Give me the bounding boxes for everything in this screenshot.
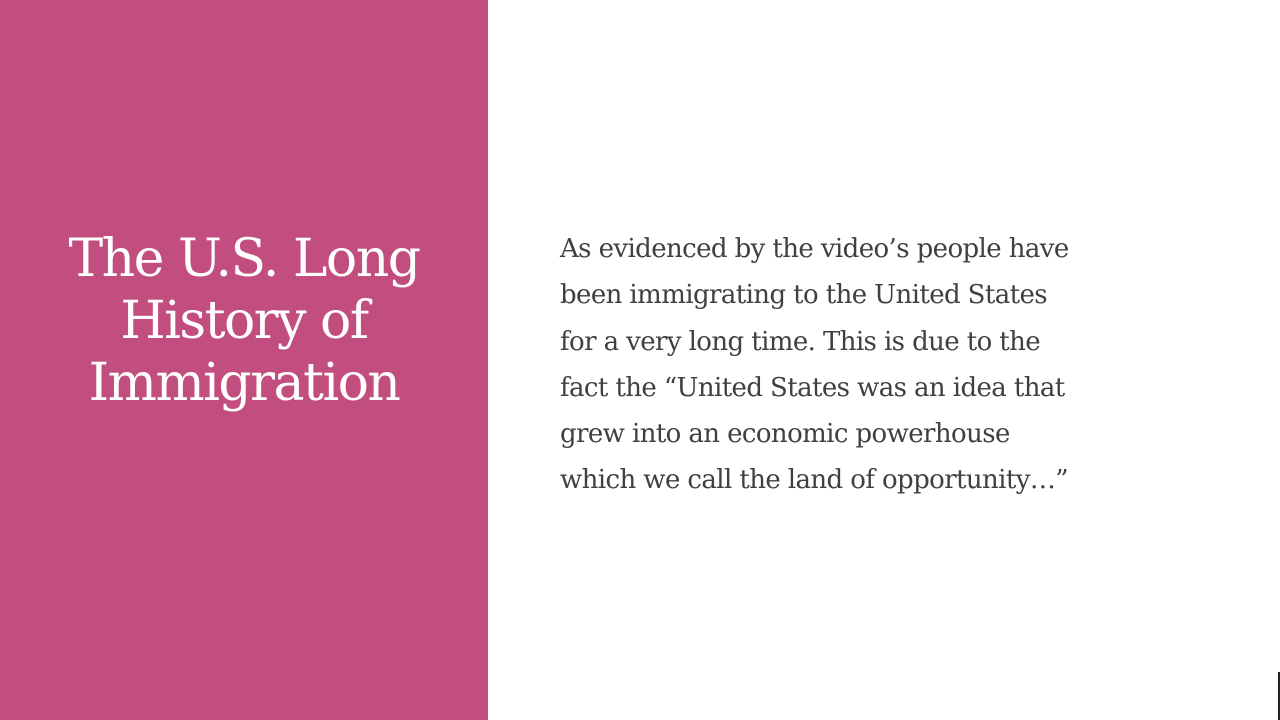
slide-body-text: As evidenced by the video’s people have …: [560, 226, 1220, 504]
body-text-line: As evidenced by the video’s people have: [560, 234, 1069, 264]
body-text-line: been immigrating to the United States: [560, 280, 1048, 311]
body-text-line: grew into an economic powerhouse: [560, 419, 1010, 450]
slide-title-line: History of: [120, 291, 369, 351]
slide-title: The U.S. Long History of Immigration: [0, 228, 488, 414]
edge-divider: [1278, 672, 1280, 720]
body-text-line: which we call the land of opportunity…”: [560, 465, 1069, 496]
slide-title-line: Immigration: [88, 353, 401, 413]
slide-title-line: The U.S. Long: [68, 229, 422, 289]
body-text-line: for a very long time. This is due to the: [560, 326, 1041, 357]
title-panel: The U.S. Long History of Immigration: [0, 0, 488, 720]
body-text-line: fact the “United States was an idea that: [560, 372, 1065, 403]
